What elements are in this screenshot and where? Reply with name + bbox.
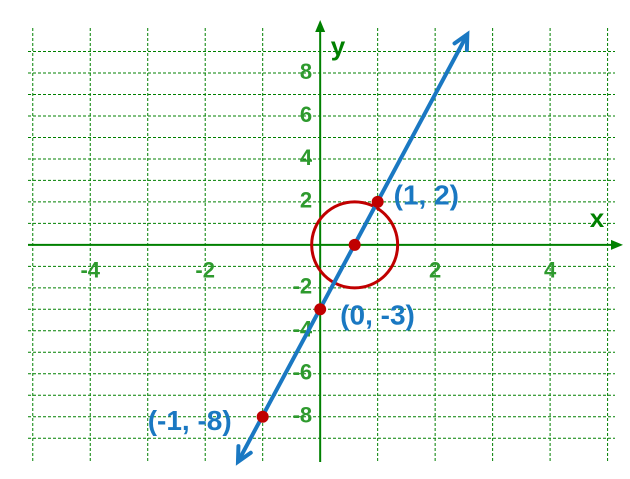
highlight-point — [348, 238, 361, 251]
x-tick-label: -4 — [80, 258, 100, 283]
point-label: (0, -3) — [340, 300, 415, 331]
x-tick-label: 2 — [429, 258, 441, 283]
highlight-circle — [310, 200, 400, 290]
x-axis-label: x — [590, 203, 605, 233]
y-tick-label: 2 — [300, 188, 312, 213]
x-tick-label: -2 — [195, 258, 215, 283]
line-arrow — [235, 444, 253, 466]
line-arrow — [452, 30, 470, 53]
point — [314, 303, 327, 316]
y-tick-label: -6 — [293, 360, 313, 385]
point-label: (-1, -8) — [148, 405, 232, 436]
y-tick-label: 6 — [300, 102, 312, 127]
y-tick-label: -8 — [293, 403, 313, 428]
x-tick-label: 4 — [544, 258, 557, 283]
y-axis-label: y — [331, 31, 346, 61]
point-label: (1, 2) — [394, 179, 459, 210]
point — [256, 410, 269, 423]
y-tick-label: -2 — [293, 274, 313, 299]
y-tick-label: 4 — [300, 145, 313, 170]
point — [371, 195, 384, 208]
x-axis-arrow — [611, 239, 623, 250]
y-tick-label: 8 — [300, 59, 312, 84]
y-axis-arrow — [315, 20, 326, 32]
